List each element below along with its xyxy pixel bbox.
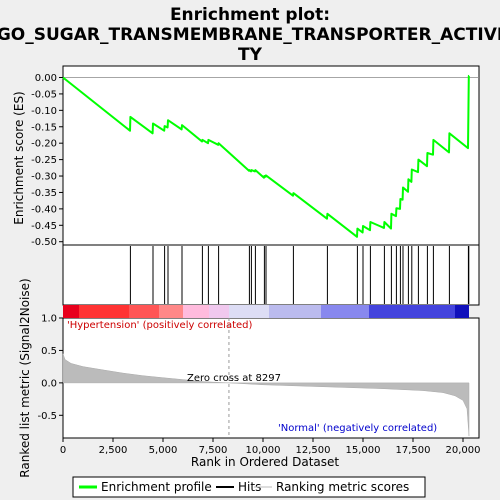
enrichment-profile-line: [62, 74, 470, 238]
color-bar-segment: [229, 305, 269, 318]
enrichment-profile-layer: [62, 74, 470, 238]
x-tick-label: 20,000: [446, 445, 481, 456]
ranking-color-bar: [63, 305, 469, 318]
negative-class-label: 'Normal' (negatively correlated): [278, 423, 437, 434]
es-y-tick-label: -0.30: [31, 172, 57, 183]
rank-x-axis: 0 2,500 5,000 7,500 10,000 12,500 15,000 17,500…: [60, 438, 481, 456]
rank-y-tick-label: 0.5: [41, 346, 57, 357]
color-bar-segment: [369, 305, 455, 318]
legend-ranking-label: Ranking metric scores: [276, 480, 409, 494]
es-y-tick-label: -0.10: [31, 106, 57, 117]
zero-cross-label: Zero cross at 8297: [187, 373, 281, 384]
chart-title-line-1: Enrichment plot:: [170, 5, 330, 25]
es-y-tick-label: -0.20: [31, 139, 57, 150]
x-tick-label: 7,500: [199, 445, 228, 456]
legend-hits-label: Hits: [238, 480, 261, 494]
es-panel-frame: [62, 65, 480, 246]
legend-box: [72, 476, 426, 498]
rank-y-axis: 1.0 0.5 0.0 -0.5: [37, 314, 63, 422]
rank-y-tick-label: 1.0: [41, 314, 57, 325]
x-tick-label: 17,500: [396, 445, 431, 456]
color-bar-segment: [129, 305, 159, 318]
x-tick-label: 5,000: [149, 445, 178, 456]
es-y-tick-label: -0.50: [31, 237, 57, 248]
rank-y-axis-label: Ranked list metric (Signal2Noise): [18, 278, 32, 477]
es-y-tick-label: -0.35: [31, 188, 57, 199]
ranking-metric-layer: [62, 318, 470, 438]
es-y-tick-label: -0.45: [31, 221, 57, 232]
rank-y-tick-label: 0.0: [41, 378, 57, 389]
es-y-tick-label: -0.15: [31, 122, 57, 133]
x-tick-label: 2,500: [99, 445, 128, 456]
color-bar-segment: [209, 305, 229, 318]
x-axis-label: Rank in Ordered Dataset: [191, 455, 339, 469]
positive-class-label: 'Hypertension' (positively correlated): [67, 320, 253, 331]
x-tick-label: 0: [60, 445, 66, 456]
chart-title-line-2: GO_SUGAR_TRANSMEMBRANE_TRANSPORTER_ACTIV…: [0, 25, 500, 45]
color-bar-segment: [183, 305, 209, 318]
color-bar-segment: [159, 305, 183, 318]
es-y-axis-label: Enrichment score (ES): [12, 91, 26, 224]
legend-enrichment-label: Enrichment profile: [101, 480, 212, 494]
color-bar-segment: [455, 305, 469, 318]
color-bar-segment: [321, 305, 369, 318]
x-tick-label: 15,000: [346, 445, 381, 456]
color-bar-segment: [269, 305, 321, 318]
hits-panel-frame: [62, 244, 480, 306]
ranking-metric-area: [62, 353, 470, 437]
es-y-tick-label: -0.40: [31, 204, 57, 215]
x-tick-label: 10,000: [246, 445, 281, 456]
es-y-tick-label: -0.25: [31, 155, 57, 166]
hit-marks-layer: [129, 246, 470, 304]
es-y-tick-label: 0.00: [35, 73, 57, 84]
x-tick-label: 12,500: [296, 445, 331, 456]
color-bar-segment: [79, 305, 129, 318]
chart-title-line-3: TY: [238, 45, 263, 65]
es-y-tick-label: -0.05: [31, 89, 57, 100]
es-y-axis: 0.00 -0.05 -0.10 -0.15 -0.20 -0.25 -0.30 -0.35 -…: [31, 73, 63, 248]
rank-y-tick-label: -0.5: [37, 411, 57, 422]
color-bar-segment: [63, 305, 79, 318]
